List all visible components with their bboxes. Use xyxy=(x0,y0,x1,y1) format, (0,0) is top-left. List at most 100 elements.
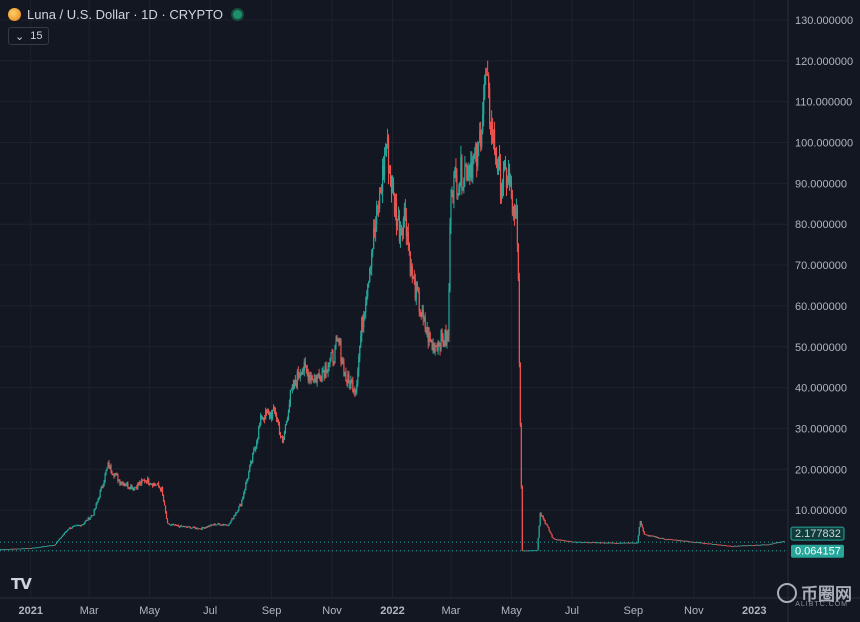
candle-body xyxy=(727,545,730,547)
candle-body xyxy=(388,167,391,173)
candle-body xyxy=(694,542,696,543)
candle-body xyxy=(109,465,111,469)
candle-body xyxy=(495,156,498,168)
time-axis[interactable]: 2021 Mar May Jul Sep Nov 2022 Mar May Jul Sep Nov 20… xyxy=(18,605,766,617)
candle-body xyxy=(52,545,55,546)
candle-body xyxy=(25,548,27,550)
candle-body xyxy=(264,417,266,420)
candle-body xyxy=(487,74,489,76)
candle-body xyxy=(443,343,445,345)
candle-body xyxy=(626,542,628,544)
candle-body xyxy=(395,202,398,227)
candle-body xyxy=(492,121,494,142)
candle-body xyxy=(595,542,597,544)
tradingview-logo[interactable]: TV xyxy=(11,575,32,593)
candle-body xyxy=(219,524,221,526)
candle-body xyxy=(156,483,159,485)
candle-body xyxy=(506,181,509,188)
candle-body xyxy=(424,317,426,330)
candle-body xyxy=(45,546,48,547)
candle-body xyxy=(660,538,662,539)
candle-body xyxy=(457,193,459,195)
candle-body xyxy=(579,541,581,543)
candle-body xyxy=(411,266,413,280)
candle-body xyxy=(42,546,44,548)
candle-body xyxy=(328,363,330,368)
candle-body xyxy=(770,543,772,545)
candle-body xyxy=(9,549,11,550)
candle-body xyxy=(637,535,639,543)
candle-body xyxy=(488,75,490,89)
candle-body xyxy=(766,544,768,546)
candle-body xyxy=(256,442,258,449)
candle-body xyxy=(260,415,262,425)
candle-body xyxy=(262,417,264,419)
candle-body xyxy=(334,345,336,364)
candle-body xyxy=(115,473,117,475)
symbol-header[interactable]: Luna / U.S. Dollar · 1D · CRYPTO xyxy=(8,7,243,22)
candle-body xyxy=(50,545,53,547)
candle-body xyxy=(108,462,110,469)
candle-body xyxy=(491,121,493,135)
candle-body xyxy=(323,370,325,377)
current-price-tag[interactable]: 2.177832 xyxy=(790,526,845,541)
candle-body xyxy=(735,545,738,547)
candle-body xyxy=(181,526,183,528)
candle-body xyxy=(683,540,685,542)
candle-body xyxy=(12,548,14,550)
candle-body xyxy=(516,208,518,244)
candle-body xyxy=(433,343,435,353)
candle-body xyxy=(30,548,32,549)
candle-body xyxy=(410,266,412,276)
candle-body xyxy=(172,524,175,526)
candle-body xyxy=(503,163,506,170)
candle-body xyxy=(747,545,749,546)
candle-body xyxy=(216,524,218,526)
price-tick-label: 70.000000 xyxy=(795,260,847,272)
candle-body xyxy=(17,548,19,550)
indicator-toggle[interactable]: ⌄ 15 xyxy=(8,27,50,45)
candle-body xyxy=(550,532,552,535)
candle-body xyxy=(179,525,181,528)
candle-body xyxy=(627,542,629,544)
candle-body xyxy=(67,529,69,531)
candle-body xyxy=(708,543,710,545)
candle-body xyxy=(610,542,613,544)
candle-body xyxy=(687,541,689,542)
candle-body xyxy=(597,542,599,544)
candle-body xyxy=(218,523,220,525)
candle-body xyxy=(532,550,534,552)
candle-body xyxy=(389,167,392,178)
candle-body xyxy=(294,379,296,384)
price-tick-label: 80.000000 xyxy=(795,219,847,231)
candle-body xyxy=(434,345,436,353)
candle-body xyxy=(228,523,230,526)
time-tick-label: Nov xyxy=(684,605,704,617)
candle-body xyxy=(358,357,360,372)
candle-body xyxy=(631,542,633,544)
candle-body xyxy=(544,520,546,524)
candle-body xyxy=(295,383,297,387)
candle-body xyxy=(343,361,345,377)
candle-body xyxy=(525,550,527,552)
price-tick-label: 60.000000 xyxy=(795,301,847,313)
market-status-icon[interactable] xyxy=(233,10,243,19)
candle-body xyxy=(654,536,656,538)
candle-body xyxy=(167,523,170,525)
candle-body xyxy=(171,524,174,526)
candle-body xyxy=(680,540,682,542)
candle-body xyxy=(53,545,56,546)
candle-body xyxy=(638,526,640,536)
candle-body xyxy=(529,550,531,552)
price-axis[interactable]: 0.00000010.00000020.00000030.00000040.00… xyxy=(790,15,853,558)
candle-body xyxy=(599,542,601,544)
candle-body xyxy=(533,550,535,552)
candle-body xyxy=(646,534,648,536)
candle-body xyxy=(719,544,722,546)
symbol-title[interactable]: Luna / U.S. Dollar · 1D · CRYPTO xyxy=(27,7,224,22)
candle-body xyxy=(5,549,7,550)
candle-body xyxy=(400,228,403,230)
low-price-tag[interactable]: 0.064157 xyxy=(791,544,844,558)
candle-body xyxy=(419,311,421,315)
